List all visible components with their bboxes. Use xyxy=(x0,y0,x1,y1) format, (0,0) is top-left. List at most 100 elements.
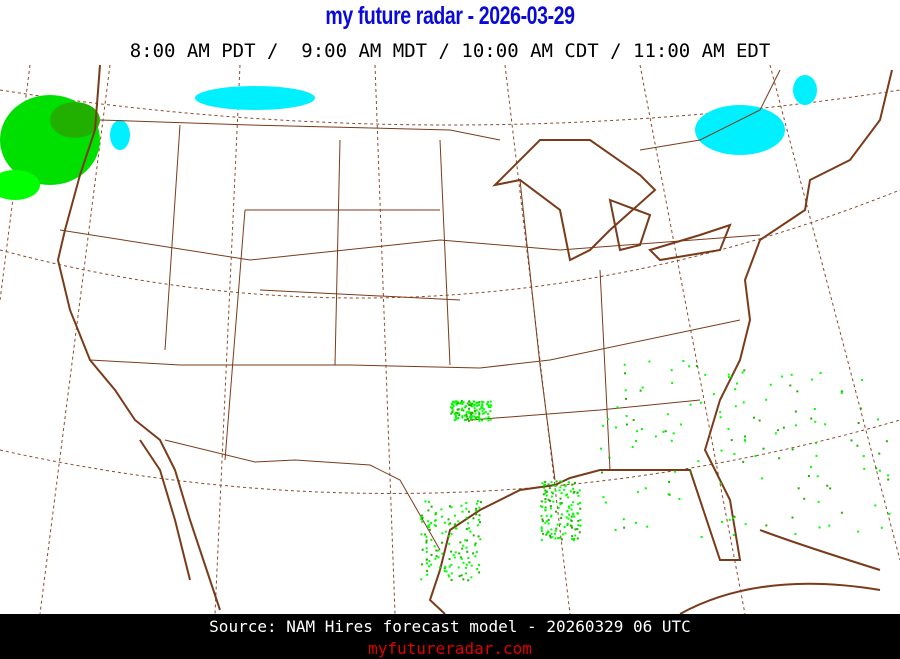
rain-pixel xyxy=(476,524,479,527)
rain-pixel xyxy=(467,557,470,560)
rain-pixel xyxy=(572,501,575,504)
rain-pixel xyxy=(695,364,698,367)
rain-pixel xyxy=(742,460,745,463)
rain-pixel xyxy=(551,492,554,495)
rain-pixel xyxy=(425,558,428,561)
rain-pixel xyxy=(477,563,480,566)
rain-pixel xyxy=(481,419,484,422)
rain-pixel xyxy=(477,403,480,406)
rain-pixel xyxy=(474,542,477,545)
rain-pixel xyxy=(472,552,475,555)
coastline xyxy=(428,569,446,615)
rain-pixel xyxy=(450,533,453,536)
site-link[interactable]: myfutureradar.com xyxy=(368,639,532,658)
rain-pixel xyxy=(451,401,454,404)
rain-pixel xyxy=(434,511,437,514)
rain-pixel xyxy=(450,563,453,566)
rain-pixel xyxy=(813,408,816,411)
rain-pixel xyxy=(541,520,544,523)
rain-pixel xyxy=(573,515,576,518)
rain-pixel xyxy=(457,566,460,569)
rain-pixel xyxy=(544,509,547,512)
rain-pixel xyxy=(550,528,553,531)
rain-pixel xyxy=(420,578,423,581)
rain-pixel xyxy=(465,501,468,504)
rain-pixel xyxy=(453,412,456,415)
rain-pixel xyxy=(733,515,736,518)
rain-pixel xyxy=(560,513,563,516)
rain-pixel xyxy=(459,556,462,559)
rain-pixel xyxy=(888,512,891,515)
rain-pixel xyxy=(615,426,618,429)
rain-pixel xyxy=(887,474,890,477)
rain-pixel xyxy=(425,539,428,542)
rain-pixel xyxy=(857,530,860,533)
rain-pixel xyxy=(803,497,806,500)
rain-pixel xyxy=(829,487,832,490)
rain-pixel xyxy=(424,533,427,536)
rain-pixel xyxy=(576,537,579,540)
rain-pixel xyxy=(625,423,628,426)
rain-pixel xyxy=(464,405,467,408)
rain-pixel xyxy=(753,416,756,419)
rain-pixel xyxy=(576,491,579,494)
rain-pixel xyxy=(554,485,557,488)
rain-pixel xyxy=(453,556,456,559)
rain-pixel xyxy=(467,527,470,530)
rain-pixel xyxy=(570,519,573,522)
rain-pixel xyxy=(453,401,456,404)
coastline xyxy=(679,582,881,615)
rain-pixel xyxy=(606,418,609,421)
rain-pixel xyxy=(567,481,570,484)
rain-pixel xyxy=(457,520,460,523)
rain-pixel xyxy=(425,562,428,565)
rain-pixel xyxy=(425,541,428,544)
rain-pixel xyxy=(541,505,544,508)
rain-pixel xyxy=(736,382,739,385)
rain-pixel xyxy=(458,552,461,555)
rain-pixel xyxy=(734,405,737,408)
rain-pixel xyxy=(434,524,437,527)
rain-pixel xyxy=(550,514,553,517)
rain-pixel xyxy=(565,493,568,496)
rain-pixel xyxy=(421,514,424,517)
rain-pixel xyxy=(448,535,451,538)
rain-pixel xyxy=(438,566,441,569)
rain-pixel xyxy=(574,528,577,531)
rain-pixel xyxy=(487,404,490,407)
rain-pixel xyxy=(467,417,470,420)
rain-pixel xyxy=(469,401,472,404)
rain-pixel xyxy=(469,402,472,405)
rain-pixel xyxy=(420,516,423,519)
rain-pixel xyxy=(477,535,480,538)
rain-pixel xyxy=(817,500,820,503)
rain-pixel xyxy=(478,401,481,404)
rain-pixel xyxy=(447,518,450,521)
rain-pixel xyxy=(465,418,468,421)
rain-pixel xyxy=(451,403,454,406)
rain-pixel xyxy=(471,412,474,415)
rain-pixel xyxy=(570,525,573,528)
rain-pixel xyxy=(578,531,581,534)
rain-pixel xyxy=(440,508,443,511)
coastline xyxy=(759,529,881,571)
rain-pixel xyxy=(468,404,471,407)
latitude-line xyxy=(0,189,900,299)
rain-pixel xyxy=(474,412,477,415)
rain-pixel xyxy=(547,531,550,534)
rain-pixel xyxy=(462,544,465,547)
rain-pixel xyxy=(754,455,757,458)
rain-pixel xyxy=(421,520,424,523)
rain-pixel xyxy=(569,490,572,493)
rain-pixel xyxy=(678,497,681,500)
rain-pixel xyxy=(742,401,745,404)
rain-pixel xyxy=(471,418,474,421)
rain-pixel xyxy=(477,518,480,521)
rain-pixel xyxy=(470,564,473,567)
rain-pixel xyxy=(469,404,472,407)
rain-pixel xyxy=(573,481,576,484)
rain-pixel xyxy=(466,539,469,542)
rain-pixel xyxy=(450,550,453,553)
rain-pixel xyxy=(568,506,571,509)
